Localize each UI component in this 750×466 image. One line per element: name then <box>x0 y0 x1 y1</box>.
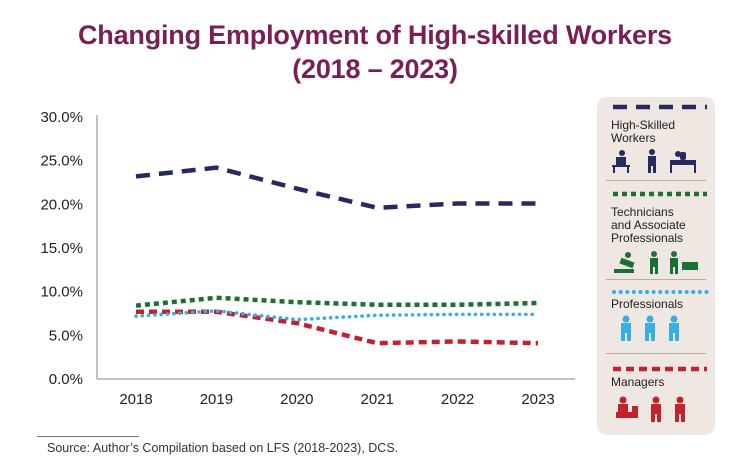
legend-swatch-professionals <box>612 290 709 294</box>
professional-group-icon <box>621 315 679 341</box>
series-line-high-skilled-workers <box>135 165 538 211</box>
manager-group-icon <box>616 396 685 422</box>
legend-separator <box>606 180 706 181</box>
chart-title: Changing Employment of High-skilled Work… <box>0 18 750 86</box>
y-tick-label: 25.0% <box>40 153 83 170</box>
legend-separator <box>606 353 706 354</box>
source-note: Source: Author’s Compilation based on LF… <box>47 441 399 455</box>
technician-group-icon <box>614 251 698 274</box>
x-tick-label: 2023 <box>521 391 554 408</box>
legend-label-high-skilled: High-Skilled Workers <box>611 118 676 145</box>
x-tick-label: 2022 <box>441 391 474 408</box>
chart-subtitle: (2018 – 2023) <box>292 54 458 84</box>
x-tick-label: 2019 <box>200 391 233 408</box>
legend-swatch-managers <box>613 366 707 372</box>
chart-title-main: Changing Employment of High-skilled Work… <box>78 20 672 50</box>
series-line-technicians-and-associate-professionals <box>135 295 539 308</box>
legend-label-professionals: Professionals <box>611 297 684 311</box>
legend-separator <box>606 279 706 280</box>
y-tick-label: 30.0% <box>40 109 83 126</box>
x-tick-label: 2018 <box>119 391 152 408</box>
legend-swatch-high-skilled <box>613 104 707 110</box>
source-divider <box>37 436 139 437</box>
x-tick-label: 2021 <box>361 391 394 408</box>
x-tick-label: 2020 <box>280 391 313 408</box>
y-tick-label: 0.0% <box>49 371 83 388</box>
y-tick-label: 15.0% <box>40 240 83 257</box>
y-tick-label: 10.0% <box>40 284 83 301</box>
legend-label-managers: Managers <box>611 375 665 389</box>
series-line-managers <box>136 309 539 346</box>
legend-label-technicians: Technicians and Associate Professionals <box>611 205 686 245</box>
legend-swatch-technicians <box>613 191 707 197</box>
worker-group-icon <box>612 149 696 173</box>
series-line-professionals <box>134 309 540 322</box>
y-tick-label: 20.0% <box>40 196 83 213</box>
y-tick-label: 5.0% <box>49 327 83 344</box>
